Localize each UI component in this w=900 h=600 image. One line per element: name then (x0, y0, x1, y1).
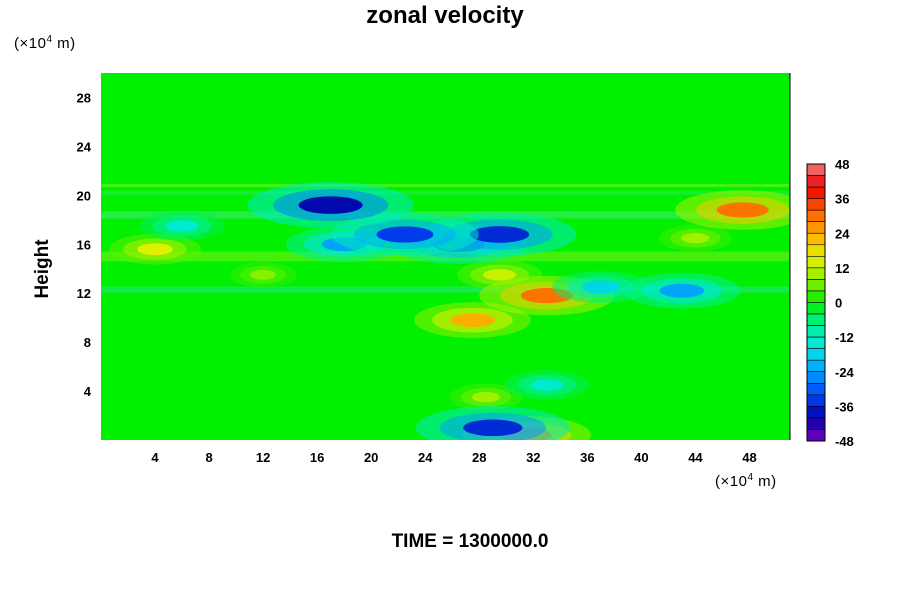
colorbar-cell (806, 221, 826, 234)
velocity-feature (376, 226, 434, 243)
x-tick-label: 44 (688, 450, 703, 465)
colorbar-cell (806, 325, 826, 338)
colorbar-cell (806, 394, 826, 407)
colorbar-cell (806, 302, 826, 315)
velocity-feature (165, 220, 199, 232)
x-axis-ticks: 4 8 12 16 20 24 28 32 36 40 44 48 (151, 450, 756, 465)
shading-band (101, 286, 790, 293)
colorbar-tick-label: 48 (835, 157, 849, 172)
velocity-feature (450, 313, 495, 327)
velocity-feature (681, 232, 710, 244)
colorbar-cell (806, 175, 826, 188)
colorbar-cell (806, 267, 826, 280)
colorbar-tick-label: -12 (835, 330, 854, 345)
colorbar-cell (806, 382, 826, 396)
velocity-feature (659, 283, 705, 298)
colorbar-cell (806, 417, 826, 430)
x-tick-label: 16 (310, 450, 324, 465)
colorbar-cell (806, 209, 826, 223)
colorbar-tick-label: 12 (835, 261, 849, 276)
colorbar-cell (806, 336, 826, 349)
colorbar-cell (806, 186, 826, 199)
colorbar-tick-label: 36 (835, 192, 849, 207)
velocity-features (109, 182, 790, 440)
shading-band (101, 191, 790, 195)
y-axis-ticks: 4 8 12 16 20 24 28 (77, 90, 92, 399)
colorbar-tick-label: -48 (835, 434, 854, 449)
velocity-feature (250, 269, 276, 280)
colorbar-cell (806, 359, 826, 373)
colorbar-cell (806, 279, 826, 292)
colorbar-tick-label: 24 (835, 226, 850, 241)
y-axis-unit: (×104 m) (14, 34, 76, 52)
y-tick-label: 4 (84, 384, 92, 399)
y-tick-label: 24 (77, 139, 92, 154)
x-tick-label: 28 (472, 450, 486, 465)
colorbar-tick-label: 0 (835, 296, 842, 311)
y-tick-label: 8 (84, 335, 91, 350)
colorbar-tick-label: -36 (835, 399, 854, 414)
colorbar: 48 36 24 12 0 -12 -24 -36 -48 (806, 157, 855, 449)
velocity-feature (298, 196, 363, 214)
y-tick-label: 28 (77, 90, 91, 105)
shading-band (101, 211, 790, 219)
colorbar-cell (806, 256, 826, 269)
colorbar-cell (806, 290, 826, 303)
x-tick-label: 36 (580, 450, 594, 465)
colorbar-cell (806, 198, 826, 211)
y-tick-label: 12 (77, 286, 91, 301)
velocity-feature (530, 379, 564, 391)
velocity-feature (137, 243, 173, 256)
colorbar-cell (806, 244, 826, 257)
x-tick-label: 48 (742, 450, 756, 465)
velocity-feature (469, 226, 530, 243)
colorbar-cell (806, 371, 826, 384)
colorbar-cell (806, 406, 826, 419)
colorbar-cell (806, 163, 826, 176)
x-tick-label: 32 (526, 450, 540, 465)
x-tick-label: 20 (364, 450, 378, 465)
velocity-feature (483, 269, 516, 281)
colorbar-tick-label: -24 (835, 365, 855, 380)
x-tick-label: 12 (256, 450, 270, 465)
colorbar-cell (806, 232, 826, 246)
shading-band (101, 184, 790, 188)
time-label: TIME = 1300000.0 (391, 531, 549, 552)
x-tick-label: 40 (634, 450, 648, 465)
colorbar-cell (806, 348, 826, 361)
y-tick-label: 16 (77, 237, 91, 252)
x-tick-label: 8 (205, 450, 212, 465)
y-tick-label: 20 (77, 188, 91, 203)
colorbar-cell (806, 429, 826, 442)
colorbar-cell (806, 313, 826, 326)
velocity-feature (472, 391, 501, 403)
chart-title: zonal velocity (366, 2, 524, 29)
velocity-feature (716, 202, 769, 218)
colorbar-frame (806, 163, 826, 442)
velocity-feature (582, 280, 620, 294)
x-tick-label: 4 (151, 450, 159, 465)
x-axis-unit: (×104 m) (715, 472, 777, 490)
velocity-feature (463, 419, 523, 437)
x-tick-label: 24 (418, 450, 433, 465)
